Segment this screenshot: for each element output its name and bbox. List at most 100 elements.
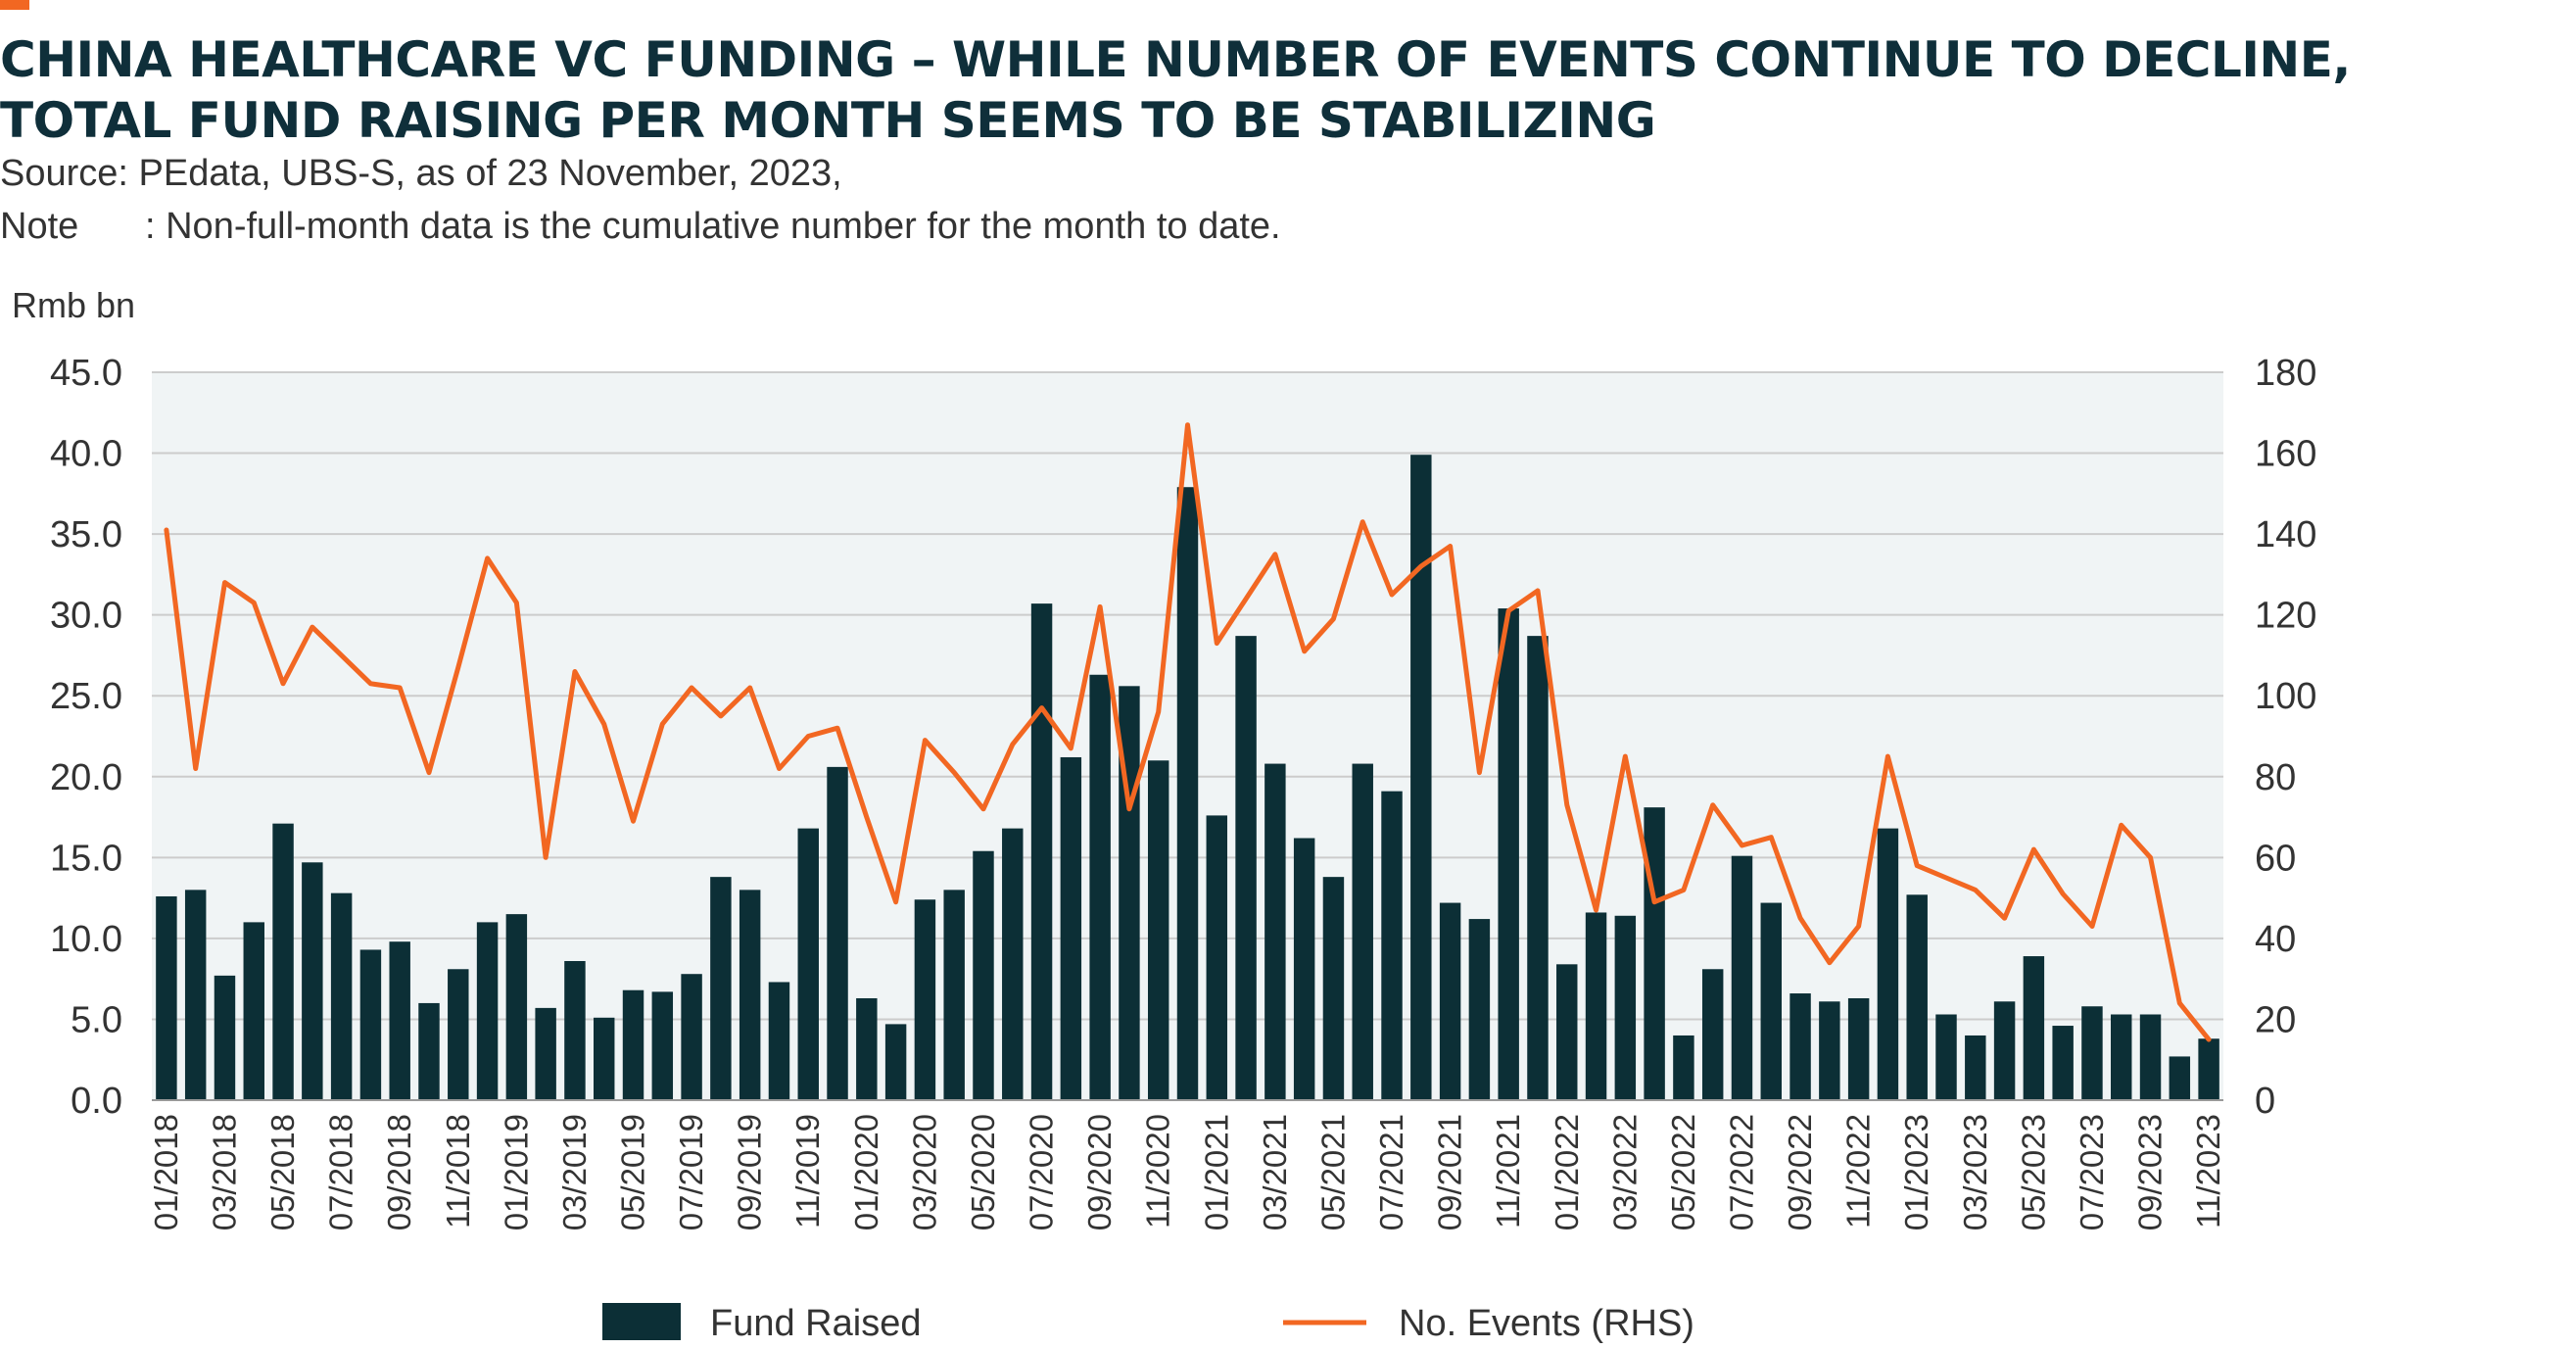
y-tick-label: 25.0 [50, 676, 122, 717]
bar [1206, 815, 1228, 1100]
bar [739, 890, 761, 1100]
y2-tick-label: 80 [2255, 757, 2296, 798]
source-text: Source: PEdata, UBS-S, as of 23 November… [0, 153, 842, 194]
bar [2198, 1038, 2219, 1100]
x-tick-label: 03/2023 [1957, 1114, 1993, 1230]
x-tick-label: 05/2023 [2015, 1114, 2051, 1230]
title-line-1: CHINA HEALTHCARE VC FUNDING – WHILE NUMB… [0, 31, 2351, 88]
bar [1847, 997, 1870, 1100]
bar [1614, 915, 1637, 1100]
note-body: : Non-full-month data is the cumulative … [145, 206, 1281, 247]
x-tick-label: 03/2022 [1606, 1114, 1643, 1230]
bar [535, 1007, 556, 1100]
bar [1556, 964, 1578, 1100]
x-tick-label: 09/2018 [381, 1114, 417, 1230]
x-tick-label: 09/2020 [1081, 1114, 1118, 1230]
bar [856, 997, 878, 1100]
bar [1293, 838, 1315, 1100]
bar [1965, 1035, 1986, 1100]
chart-title: CHINA HEALTHCARE VC FUNDING – WHILE NUMB… [0, 29, 2547, 151]
y2-tick-label: 100 [2255, 676, 2316, 717]
note-text: Note : Non-full-month data is the cumulat… [0, 206, 1281, 248]
bar [1060, 756, 1082, 1100]
bar [1498, 608, 1519, 1100]
x-tick-label: 01/2022 [1549, 1114, 1585, 1230]
bar [1877, 828, 1899, 1100]
y2-tick-label: 20 [2255, 999, 2296, 1040]
bar [622, 989, 644, 1100]
y-tick-label: 5.0 [71, 999, 122, 1040]
x-tick-label: 03/2021 [1257, 1114, 1293, 1230]
y-tick-label: 15.0 [50, 838, 122, 879]
y2-tick-label: 120 [2255, 596, 2316, 637]
bar [2023, 956, 2045, 1100]
y-tick-label: 40.0 [50, 434, 122, 475]
x-tick-label: 09/2023 [2132, 1114, 2169, 1230]
bar [2081, 1006, 2103, 1100]
bar [651, 991, 674, 1100]
bar [1352, 763, 1373, 1100]
bar [1264, 763, 1286, 1100]
bar [1731, 855, 1753, 1100]
events-line [164, 422, 2212, 1042]
x-tick-label: 07/2018 [323, 1114, 359, 1230]
legend-label-events: No. Events (RHS) [1399, 1303, 1694, 1344]
bar [827, 766, 848, 1100]
x-tick-label: 03/2020 [906, 1114, 942, 1230]
y-tick-label: 35.0 [50, 514, 122, 555]
x-tick-label: 05/2022 [1665, 1114, 1701, 1230]
bar [1527, 636, 1549, 1100]
bar [564, 961, 586, 1100]
bar [914, 899, 936, 1100]
bar [2169, 1056, 2191, 1100]
x-tick-label: 07/2023 [2074, 1114, 2110, 1230]
bar [1381, 791, 1403, 1100]
bar [1322, 877, 1345, 1100]
bar [448, 969, 469, 1100]
x-tick-label: 11/2022 [1840, 1114, 1877, 1229]
bar [2052, 1026, 2074, 1100]
bar [768, 982, 790, 1100]
bar [1176, 487, 1199, 1100]
bar [1468, 919, 1491, 1100]
x-tick-label: 09/2021 [1432, 1114, 1468, 1230]
note-label: Note [0, 206, 79, 247]
y-tick-label: 45.0 [50, 353, 122, 394]
bar [243, 922, 264, 1100]
x-tick-label: 05/2019 [615, 1114, 651, 1230]
chart: 0.0 5.0 10.0 15.0 20.0 25.0 30.0 35.0 40.0 45.0 0 2… [12, 285, 2316, 1344]
y2-tick-label: 180 [2255, 353, 2316, 394]
x-tick-label: 01/2021 [1198, 1114, 1234, 1230]
bar [1235, 636, 1257, 1100]
bar [973, 850, 994, 1100]
bar [2139, 1014, 2162, 1100]
bar [1002, 828, 1024, 1100]
y-tick-label: 30.0 [50, 596, 122, 637]
x-tick-label: 01/2020 [848, 1114, 884, 1230]
x-tick-label: 01/2018 [148, 1114, 184, 1230]
bar [1701, 969, 1724, 1100]
bar [943, 890, 965, 1100]
y2-tick-label: 160 [2255, 434, 2316, 475]
bar [1935, 1014, 1957, 1100]
bar [1644, 807, 1665, 1100]
bar [594, 1017, 615, 1100]
legend-bar-swatch [602, 1303, 681, 1340]
x-tick-label: 03/2018 [206, 1114, 242, 1230]
x-tick-label: 07/2020 [1024, 1114, 1060, 1230]
x-tick-label: 11/2021 [1490, 1114, 1526, 1229]
accent-mark [0, 0, 29, 10]
bar [1585, 912, 1607, 1100]
x-tick-label: 07/2021 [1373, 1114, 1409, 1230]
x-tick-label: 11/2019 [789, 1114, 826, 1229]
x-tick-label: 01/2019 [498, 1114, 534, 1230]
bar [681, 974, 702, 1100]
bar [1147, 760, 1169, 1100]
bar [184, 890, 207, 1100]
x-tick-label: 09/2022 [1782, 1114, 1818, 1230]
bar [1030, 603, 1053, 1100]
x-tick-label: 07/2019 [673, 1114, 709, 1230]
bar [1760, 902, 1782, 1100]
y-tick-label: 20.0 [50, 757, 122, 798]
bar [1789, 993, 1811, 1100]
